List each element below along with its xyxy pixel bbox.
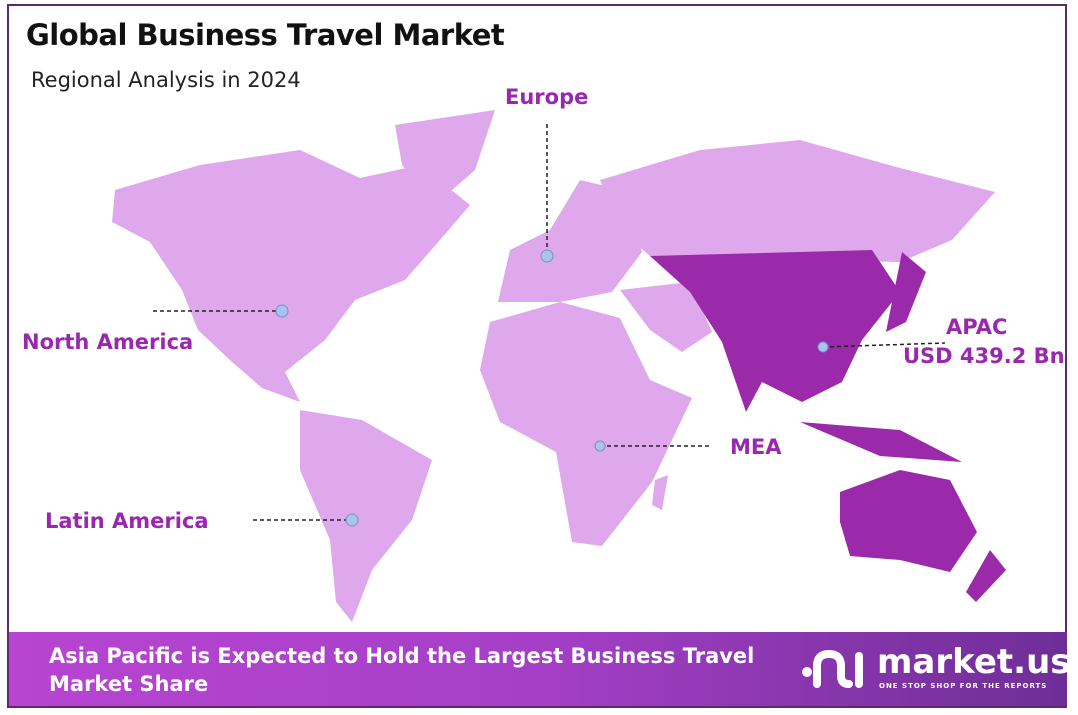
region-apac [650,250,1006,602]
region-mea [480,282,712,546]
region-greenland [395,110,495,205]
region-latin-america [300,410,432,622]
logo-wordmark: market.us [877,642,1071,682]
page-title: Global Business Travel Market [26,18,505,52]
marker-apac [817,341,829,353]
leader-apac [822,342,946,348]
marker-north-america [275,304,289,318]
logo-mark-icon [802,649,863,688]
label-europe: Europe [505,85,589,109]
logo-tagline: ONE STOP SHOP FOR THE REPORTS [879,682,1048,690]
marker-europe [540,249,554,263]
region-europe [498,180,642,302]
banner-text: Asia Pacific is Expected to Hold the Lar… [49,644,755,696]
region-madagascar [652,475,668,510]
footer-banner: Asia Pacific is Expected to Hold the Lar… [9,632,1071,706]
marker-mea [594,440,606,452]
region-russia [600,140,995,262]
marker-latin-america [345,513,359,527]
label-apac-value: USD 439.2 Bn [903,344,1065,368]
page-subtitle: Regional Analysis in 2024 [31,68,301,92]
frame-border [7,4,1067,708]
label-latin-america: Latin America [45,509,209,533]
region-north-america [112,150,470,402]
label-north-america: North America [22,330,194,354]
label-mea: MEA [730,435,782,459]
logo: market.us ONE STOP SHOP FOR THE REPORTS [799,642,1071,694]
label-apac: APAC [946,315,1008,339]
